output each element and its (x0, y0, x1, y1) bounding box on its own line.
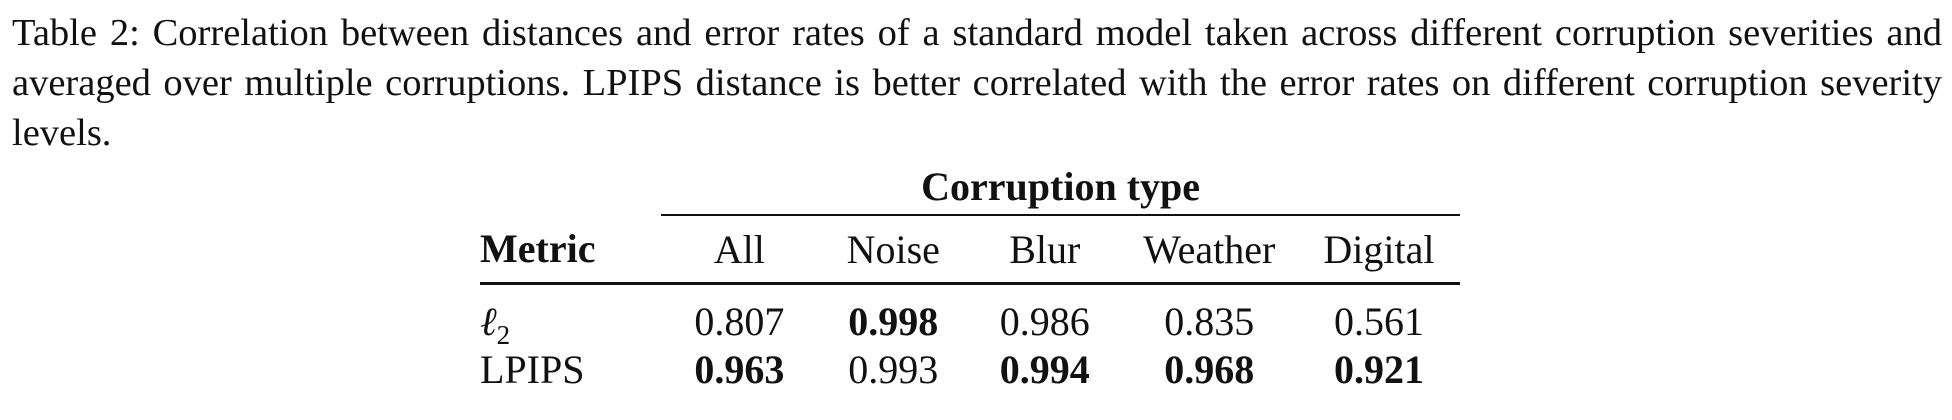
group-header-row: Corruption type (480, 158, 1460, 216)
column-header-weather: Weather (1120, 215, 1298, 285)
column-header-all: All (661, 215, 818, 285)
correlation-table: Corruption type Metric All Noise Blur We… (480, 158, 1460, 393)
table-caption: Table 2: Correlation between distances a… (12, 12, 1942, 154)
table-row-lpips: LPIPS 0.963 0.993 0.994 0.968 0.921 (480, 345, 1460, 393)
cell-l2-blur: 0.986 (999, 298, 1090, 344)
column-header-blur: Blur (969, 215, 1121, 285)
cell-lpips-noise: 0.993 (848, 346, 939, 392)
metric-header: Metric (480, 215, 662, 285)
row-label-l2: ℓ2 (480, 298, 511, 350)
correlation-table-container: Corruption type Metric All Noise Blur We… (480, 158, 1460, 408)
row-label-lpips: LPIPS (480, 346, 585, 392)
cell-lpips-blur: 0.994 (999, 346, 1090, 392)
cell-l2-digital: 0.561 (1333, 298, 1424, 344)
corruption-type-header: Corruption type (661, 158, 1460, 216)
cell-lpips-all: 0.963 (694, 346, 785, 392)
table-row-l2: ℓ2 0.807 0.998 0.986 0.835 0.561 (480, 284, 1460, 350)
cell-lpips-weather: 0.968 (1164, 346, 1255, 392)
cell-l2-weather: 0.835 (1164, 298, 1255, 344)
cell-lpips-digital: 0.921 (1333, 346, 1424, 392)
column-header-digital: Digital (1297, 215, 1460, 285)
column-header-row: Metric All Noise Blur Weather Digital (480, 215, 1460, 285)
cell-l2-noise: 0.998 (848, 298, 939, 344)
column-header-noise: Noise (817, 215, 970, 285)
cell-l2-all: 0.807 (694, 298, 785, 344)
